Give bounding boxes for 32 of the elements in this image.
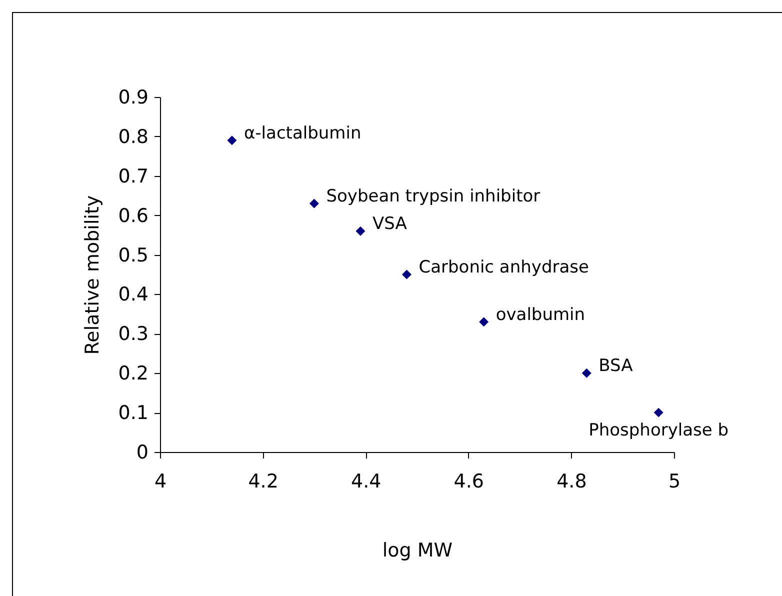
- point: [582, 368, 592, 378]
- annotation: Phosphorylase b: [588, 420, 729, 441]
- x-tick-label: 5: [668, 470, 681, 492]
- y-tick-label: 0.6: [118, 204, 148, 227]
- annotation: Carbonic anhydrase: [418, 258, 589, 278]
- y-tick-label: 0.9: [118, 86, 148, 108]
- y-tick-label: 0.7: [118, 165, 148, 188]
- point: [654, 408, 664, 418]
- x-axis-title: log MW: [382, 540, 453, 562]
- annotation: α-lactalbumin: [244, 123, 362, 144]
- point: [479, 317, 489, 327]
- x-tick-label: 4: [154, 470, 167, 492]
- x-tick-label: 4.4: [350, 470, 382, 492]
- point: [227, 136, 237, 146]
- y-tick-label: 0.3: [118, 323, 148, 346]
- point: [356, 226, 366, 236]
- x-tick-label: 4.2: [248, 470, 278, 492]
- x-tick-label: 4.8: [556, 470, 587, 492]
- y-tick-label: 0.5: [118, 244, 148, 266]
- annotation: Soybean trypsin inhibitor: [326, 186, 540, 206]
- annotation: ovalbumin: [496, 304, 586, 325]
- y-tick-label: 0.2: [118, 362, 148, 385]
- annotation: VSA: [372, 214, 408, 234]
- annotation: BSA: [598, 356, 634, 376]
- x-tick-label: 4.6: [454, 470, 484, 492]
- y-axis-title: Relative mobility: [81, 195, 104, 355]
- y-tick-label: 0.4: [118, 284, 148, 306]
- y-tick-label: 0: [136, 442, 148, 464]
- point: [402, 270, 412, 280]
- point: [309, 198, 319, 208]
- y-tick-label: 0.8: [118, 126, 148, 148]
- y-tick-label: 0.1: [118, 402, 148, 424]
